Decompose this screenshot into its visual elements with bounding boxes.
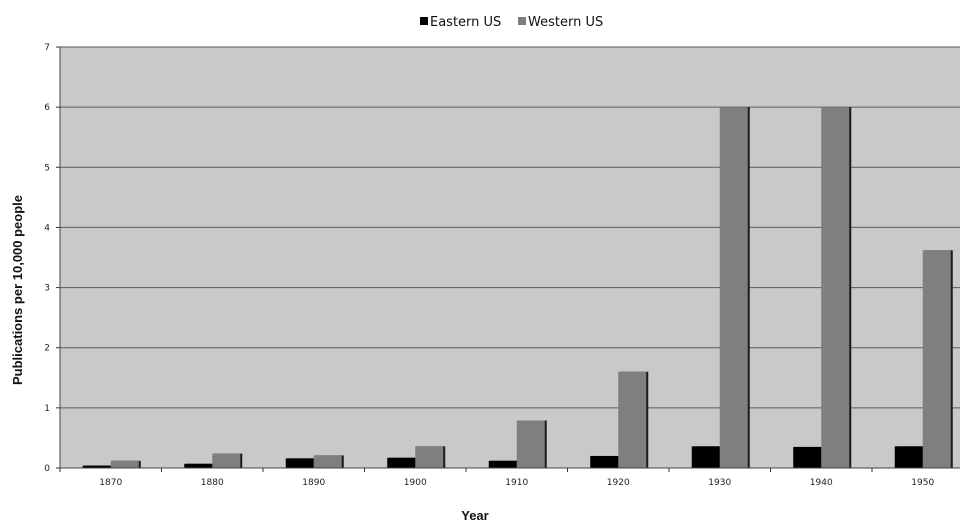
y-tick-label: 5 [44,163,50,173]
x-tick-label: 1870 [99,478,122,488]
bar-western-us-1890 [313,455,342,468]
y-tick-label: 2 [44,344,50,354]
legend-label-western-us: Western US [528,15,603,30]
y-tick-label: 7 [44,43,50,53]
bar-eastern-us-1900 [387,457,416,468]
legend-swatch-eastern-us [420,17,428,25]
legend: Eastern US Western US [420,15,603,30]
x-tick-label: 1900 [404,478,427,488]
x-tick-label: 1940 [810,478,833,488]
legend-label-eastern-us: Eastern US [430,15,501,30]
bars [82,107,953,469]
y-axis-title: Publications per 10,000 people [10,195,25,385]
bar-eastern-us-1870 [82,465,111,468]
y-tick-label: 1 [44,404,50,414]
bar-eastern-us-1890 [285,458,314,468]
bar-western-us-1920 [618,371,647,468]
bar-eastern-us-1910 [488,460,517,468]
x-tick-label: 1910 [505,478,528,488]
legend-swatch-western-us [518,17,526,25]
gridlines [60,46,960,409]
x-tick-label: 1950 [911,478,934,488]
y-tick-label: 3 [44,284,50,294]
x-tick-label: 1930 [708,478,731,488]
bar-western-us-1880 [212,453,241,468]
bar-eastern-us-1920 [590,455,619,468]
y-tick-label: 4 [44,223,50,233]
bar-western-us-1870 [110,460,139,468]
x-tick-label: 1920 [607,478,630,488]
y-axis: 0 1 2 3 4 5 6 7 [44,43,61,474]
bar-western-us-1900 [415,446,444,468]
bar-western-us-1940 [821,107,850,469]
x-axis: 1870 1880 1890 1900 1910 1920 1930 1940 1950 [59,467,960,488]
x-axis-title: Year [461,508,488,523]
plot-area [60,47,960,468]
bar-western-us-1930 [719,107,748,469]
bar-western-us-1950 [922,250,951,468]
bar-eastern-us-1950 [894,446,923,468]
bar-eastern-us-1930 [691,446,720,468]
bar-eastern-us-1940 [793,446,822,468]
bar-eastern-us-1880 [184,463,213,468]
bar-western-us-1910 [516,420,545,468]
x-tick-label: 1890 [302,478,325,488]
y-tick-label: 0 [44,464,50,474]
y-tick-label: 6 [44,103,50,113]
x-tick-label: 1880 [201,478,224,488]
